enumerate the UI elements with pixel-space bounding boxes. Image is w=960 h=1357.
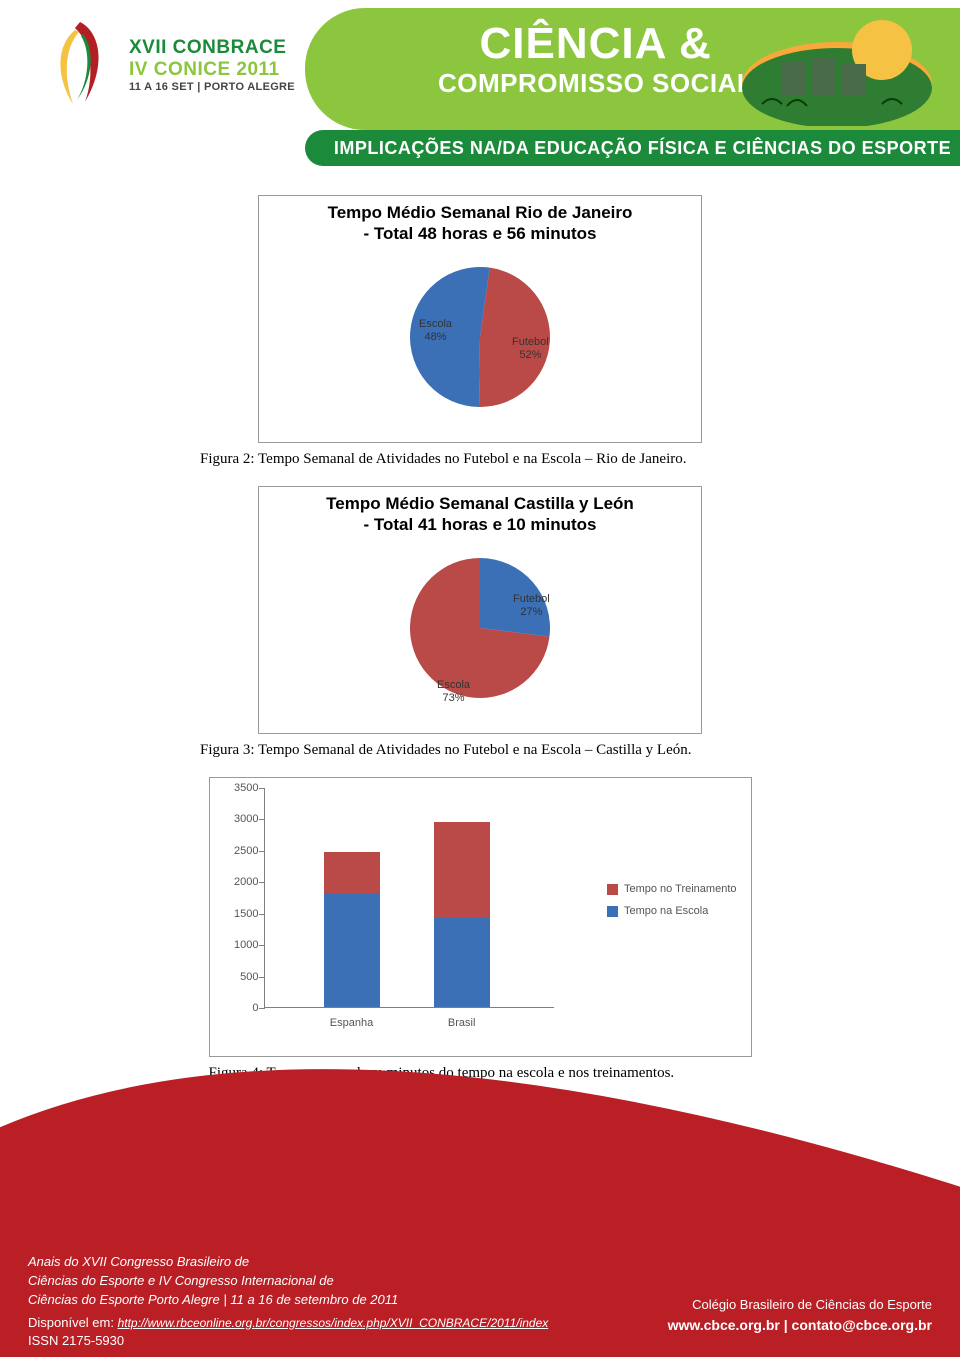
ytick <box>259 819 265 820</box>
logo-line1: XVII CONBRACE <box>129 37 295 59</box>
footer-disp-label: Disponível em: <box>28 1315 118 1330</box>
ytick-label: 1000 <box>221 939 259 951</box>
logo-text: XVII CONBRACE IV CONICE 2011 11 A 16 SET… <box>129 37 295 93</box>
logo-line2: IV CONICE 2011 <box>129 59 295 81</box>
footer-line3: Ciências do Esporte Porto Alegre | 11 a … <box>28 1291 548 1310</box>
ytick-label: 3500 <box>221 782 259 794</box>
footer-curve-icon <box>0 967 960 1267</box>
pie-label-escola: Escola48% <box>419 318 452 343</box>
chart2-title-line2: - Total 41 horas e 10 minutos <box>267 514 693 535</box>
ytick <box>259 882 265 883</box>
page-footer: Anais do XVII Congresso Brasileiro de Ci… <box>0 1239 960 1357</box>
pie-label-futebol: Futebol27% <box>513 593 550 618</box>
bar-brasil-tempo-no-treinamento <box>434 822 490 918</box>
header-subtitle: IMPLICAÇÕES NA/DA EDUCAÇÃO FÍSICA E CIÊN… <box>334 138 951 159</box>
ytick-label: 2000 <box>221 876 259 888</box>
logo-swoosh-icon <box>45 20 115 110</box>
header-title-line1: CIÊNCIA & <box>438 22 753 66</box>
footer-issn: ISSN 2175-5930 <box>28 1332 548 1351</box>
chart3-legend: Tempo no Treinamento Tempo na Escola <box>607 883 737 927</box>
footer-right-line2: www.cbce.org.br | contato@cbce.org.br <box>668 1315 932 1335</box>
ytick <box>259 851 265 852</box>
footer-line2: Ciências do Esporte e IV Congresso Inter… <box>28 1272 548 1291</box>
pie-label-futebol: Futebol52% <box>512 336 549 361</box>
footer-right: Colégio Brasileiro de Ciências do Esport… <box>668 1296 932 1357</box>
header-subtitle-band: IMPLICAÇÕES NA/DA EDUCAÇÃO FÍSICA E CIÊN… <box>305 130 960 166</box>
header-illustration-icon <box>732 14 942 126</box>
chart-castilla-pie: Tempo Médio Semanal Castilla y León - To… <box>258 486 702 734</box>
header-title: CIÊNCIA & COMPROMISSO SOCIAL <box>438 22 753 96</box>
ytick-label: 3000 <box>221 813 259 825</box>
ytick <box>259 945 265 946</box>
legend-swatch-0 <box>607 884 618 895</box>
chart2-title-line1: Tempo Médio Semanal Castilla y León <box>267 493 693 514</box>
footer-line1: Anais do XVII Congresso Brasileiro de <box>28 1253 548 1272</box>
event-logo: XVII CONBRACE IV CONICE 2011 11 A 16 SET… <box>45 20 295 110</box>
legend-label-0: Tempo no Treinamento <box>624 883 737 895</box>
legend-item-treinamento: Tempo no Treinamento <box>607 883 737 895</box>
page-content: Tempo Médio Semanal Rio de Janeiro - Tot… <box>0 195 960 1100</box>
caption-chart2: Figura 3: Tempo Semanal de Atividades no… <box>200 742 760 759</box>
legend-label-1: Tempo na Escola <box>624 905 708 917</box>
legend-item-escola: Tempo na Escola <box>607 905 737 917</box>
legend-swatch-1 <box>607 906 618 917</box>
header-title-line2: COMPROMISSO SOCIAL <box>438 70 753 96</box>
pie-label-escola: Escola73% <box>437 679 470 704</box>
caption-chart1: Figura 2: Tempo Semanal de Atividades no… <box>200 451 760 468</box>
chart2-pie-svg <box>400 540 560 710</box>
ytick-label: 1500 <box>221 908 259 920</box>
chart1-title-line2: - Total 48 horas e 56 minutos <box>267 223 693 244</box>
ytick <box>259 914 265 915</box>
ytick <box>259 788 265 789</box>
chart-rio-pie: Tempo Médio Semanal Rio de Janeiro - Tot… <box>258 195 702 443</box>
footer-link[interactable]: http://www.rbceonline.org.br/congressos/… <box>118 1316 549 1330</box>
page-header: IMPLICAÇÕES NA/DA EDUCAÇÃO FÍSICA E CIÊN… <box>0 0 960 175</box>
bar-espanha-tempo-no-treinamento <box>324 852 380 894</box>
footer-left: Anais do XVII Congresso Brasileiro de Ci… <box>28 1253 548 1357</box>
footer-right-line1: Colégio Brasileiro de Ciências do Esport… <box>668 1296 932 1315</box>
logo-line3: 11 A 16 SET | PORTO ALEGRE <box>129 81 295 94</box>
chart1-title-line1: Tempo Médio Semanal Rio de Janeiro <box>267 202 693 223</box>
ytick-label: 2500 <box>221 845 259 857</box>
